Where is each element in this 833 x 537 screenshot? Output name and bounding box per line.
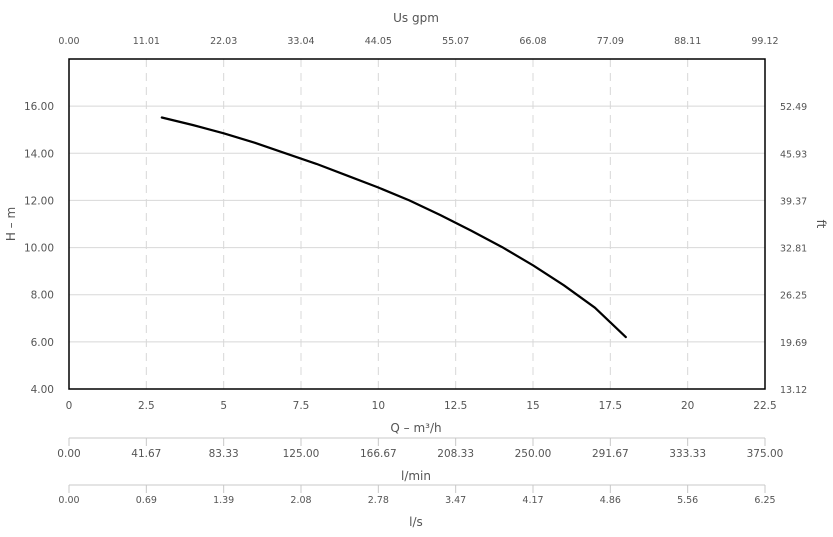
top-tick-label: 88.11: [674, 36, 701, 47]
right-tick-label: 52.49: [780, 102, 807, 113]
top-tick-label: 77.09: [597, 36, 624, 47]
lmin-tick-label: 250.00: [515, 448, 552, 460]
axis-tick-labels: 0 0.00 0.00 0.00 2.5 11.01 41.67 0.69 5 22.03 83.3…: [24, 36, 807, 506]
lmin-tick-label: 125.00: [283, 448, 320, 460]
left-tick-label: 8.00: [31, 290, 54, 302]
lmin-axis-title: l/min: [401, 469, 431, 483]
left-tick-label: 16.00: [24, 101, 54, 113]
top-tick-label: 0.00: [58, 36, 79, 47]
ls-tick-label: 1.39: [213, 495, 234, 506]
bottom-tick-label: 7.5: [293, 400, 310, 412]
left-tick-label: 14.00: [24, 148, 54, 160]
top-tick-label: 55.07: [442, 36, 469, 47]
ls-tick-label: 3.47: [445, 495, 466, 506]
bottom-tick-label: 15: [526, 400, 539, 412]
bottom-tick-label: 17.5: [599, 400, 622, 412]
left-axis-title: H – m: [4, 207, 18, 241]
bottom-tick-label: 12.5: [444, 400, 467, 412]
top-tick-label: 22.03: [210, 36, 237, 47]
ls-tick-label: 5.56: [677, 495, 698, 506]
top-tick-label: 44.05: [365, 36, 392, 47]
axis-ticks: [68, 437, 766, 493]
lmin-tick-label: 333.33: [669, 448, 706, 460]
ls-tick-label: 2.78: [368, 495, 389, 506]
right-tick-label: 32.81: [780, 244, 807, 255]
lmin-tick-label: 375.00: [747, 448, 784, 460]
bottom-tick-label: 0: [66, 400, 73, 412]
right-tick-label: 26.25: [780, 291, 807, 302]
right-tick-label: 45.93: [780, 149, 807, 160]
right-axis-title: ft: [814, 220, 828, 229]
plot-frame: [68, 58, 766, 390]
bottom-tick-label: 5: [220, 400, 227, 412]
bottom-tick-label: 2.5: [138, 400, 155, 412]
lmin-tick-label: 166.67: [360, 448, 397, 460]
top-tick-label: 11.01: [133, 36, 160, 47]
top-tick-label: 33.04: [287, 36, 314, 47]
ls-tick-label: 0.69: [136, 495, 157, 506]
right-tick-label: 19.69: [780, 338, 807, 349]
right-tick-label: 39.37: [780, 196, 807, 207]
ls-tick-label: 2.08: [290, 495, 311, 506]
bottom-tick-label: 22.5: [753, 400, 776, 412]
bottom-tick-label: 10: [372, 400, 385, 412]
right-tick-label: 13.12: [780, 385, 807, 396]
ls-axis-title: l/s: [409, 515, 423, 529]
lmin-tick-label: 291.67: [592, 448, 629, 460]
left-tick-label: 12.00: [24, 195, 54, 207]
pump-curve-line: [160, 116, 627, 339]
top-tick-label: 99.12: [751, 36, 778, 47]
lmin-tick-label: 0.00: [57, 448, 80, 460]
left-tick-label: 10.00: [24, 243, 54, 255]
grid: [69, 59, 765, 389]
bottom-tick-label: 20: [681, 400, 694, 412]
ls-tick-label: 6.25: [754, 495, 775, 506]
ls-tick-label: 0.00: [58, 495, 79, 506]
ls-tick-label: 4.17: [522, 495, 543, 506]
lmin-tick-label: 41.67: [131, 448, 161, 460]
top-axis-title: Us gpm: [393, 11, 439, 25]
lmin-tick-label: 208.33: [437, 448, 474, 460]
left-tick-label: 6.00: [31, 337, 54, 349]
ls-tick-label: 4.86: [600, 495, 621, 506]
top-tick-label: 66.08: [519, 36, 546, 47]
lmin-tick-label: 83.33: [209, 448, 239, 460]
left-tick-label: 4.00: [31, 384, 54, 396]
bottom-axis-title: Q – m³/h: [390, 421, 441, 435]
